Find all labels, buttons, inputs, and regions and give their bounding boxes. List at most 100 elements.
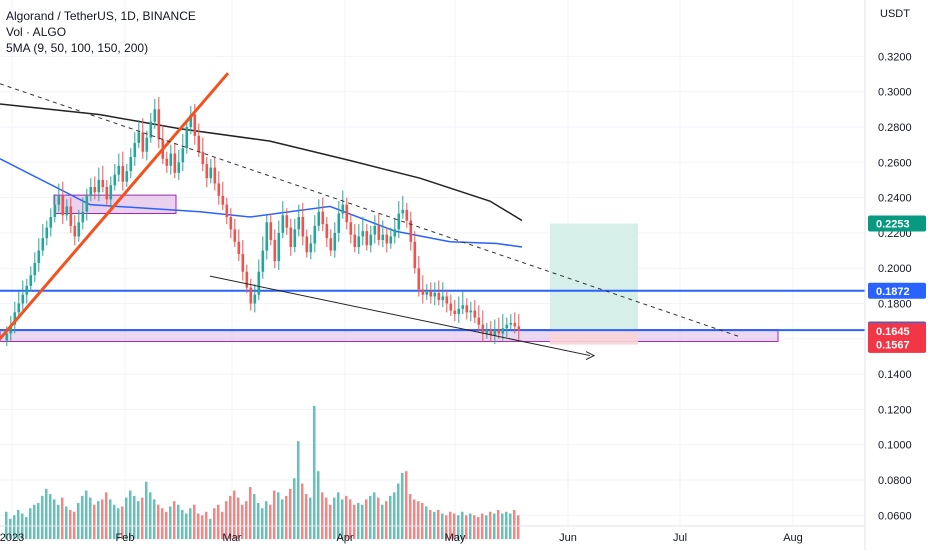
volume-bar — [389, 495, 392, 540]
candle-body — [57, 195, 61, 205]
volume-indicator-label[interactable]: Vol · ALGO — [6, 25, 67, 39]
candle-body — [433, 292, 437, 297]
volume-bar — [69, 510, 72, 540]
price-tick-label: 0.2000 — [878, 263, 912, 275]
volume-bar — [13, 515, 16, 540]
sma-indicator-label[interactable]: 5MA (9, 50, 100, 150, 200) — [6, 41, 149, 55]
volume-bar — [145, 481, 148, 540]
volume-bar — [425, 506, 428, 540]
volume-bar — [129, 490, 132, 540]
candle-body — [261, 250, 265, 272]
volume-bar — [241, 504, 244, 540]
candle-body — [517, 326, 521, 331]
candle-body — [241, 254, 245, 272]
candle-body — [177, 162, 181, 173]
candle-body — [189, 114, 193, 127]
volume-bar — [65, 506, 68, 540]
candle-body — [193, 114, 197, 136]
candle-body — [389, 236, 393, 244]
volume-bar — [505, 511, 508, 540]
volume-bar — [285, 495, 288, 540]
volume-bar — [221, 511, 224, 540]
candle-body — [81, 211, 85, 223]
candle-body — [321, 211, 325, 225]
volume-bar — [97, 501, 100, 540]
volume-bar — [361, 504, 364, 540]
volume-bar — [433, 511, 436, 540]
candle-body — [481, 324, 485, 334]
descending-trendline — [0, 83, 739, 337]
volume-bar — [121, 506, 124, 540]
price-tag — [868, 215, 926, 232]
volume-bar — [33, 504, 36, 540]
price-tick-label: 0.1000 — [878, 440, 912, 452]
price-tick-label: 0.0600 — [878, 510, 912, 522]
volume-bar — [181, 510, 184, 540]
volume-bar — [165, 511, 168, 540]
candle-body — [229, 217, 233, 230]
volume-bar — [105, 492, 108, 540]
price-axis-unit: USDT — [880, 8, 910, 20]
sma-black-line — [0, 103, 523, 222]
volume-bar — [177, 504, 180, 540]
volume-bar — [141, 497, 144, 540]
candle-body — [317, 211, 321, 226]
candle-body — [253, 294, 257, 304]
volume-bar — [229, 495, 232, 540]
price-tick-label: 0.2600 — [878, 157, 912, 169]
volume-bar — [397, 483, 400, 540]
volume-bar — [401, 472, 404, 540]
volume-bar — [73, 511, 76, 540]
price-tag — [868, 282, 926, 299]
volume-bar — [41, 495, 44, 540]
candle-body — [277, 232, 281, 262]
candle-body — [369, 234, 373, 246]
volume-bar — [449, 511, 452, 540]
candle-body — [181, 148, 185, 163]
volume-bar — [17, 510, 20, 540]
volume-bar — [317, 471, 320, 540]
volume-bar — [61, 497, 64, 540]
volume-bar — [57, 504, 60, 540]
symbol-title[interactable]: Algorand / TetherUS, 1D, BINANCE — [6, 9, 196, 23]
candle-body — [469, 310, 473, 313]
volume-bar — [137, 501, 140, 540]
volume-bar — [25, 517, 28, 540]
volume-bar — [201, 515, 204, 540]
volume-bar — [277, 492, 280, 540]
candle-body — [313, 225, 317, 244]
volume-bar — [437, 510, 440, 540]
candle-body — [457, 308, 461, 315]
candle-body — [137, 132, 141, 143]
candle-body — [421, 289, 425, 295]
candle-body — [257, 271, 261, 295]
candle-body — [245, 271, 249, 288]
candle-body — [501, 328, 505, 334]
time-tick-label: Jul — [673, 532, 687, 544]
candle-body — [149, 121, 153, 138]
candle-body — [9, 324, 13, 334]
price-tag-value: 0.2253 — [876, 219, 910, 231]
sma-blue-line — [0, 158, 523, 248]
price-tick-label: 0.2400 — [878, 193, 912, 205]
candle-body — [485, 329, 489, 334]
volume-bar — [517, 515, 520, 540]
volume-bar — [297, 441, 300, 540]
candle-body — [53, 204, 57, 218]
time-tick-label: May — [445, 532, 466, 544]
volume-bar — [325, 497, 328, 540]
candle-body — [341, 204, 345, 214]
candle-body — [465, 305, 469, 313]
candle-body — [21, 294, 25, 304]
volume-bar — [385, 501, 388, 540]
volume-bar — [365, 499, 368, 540]
volume-bar — [497, 510, 500, 540]
volume-bar — [93, 504, 96, 540]
volume-bar — [349, 499, 352, 540]
volume-bar — [281, 499, 284, 540]
price-tag-value: 0.1645 — [876, 326, 910, 338]
candle-body — [209, 167, 213, 179]
candle-body — [17, 303, 21, 313]
